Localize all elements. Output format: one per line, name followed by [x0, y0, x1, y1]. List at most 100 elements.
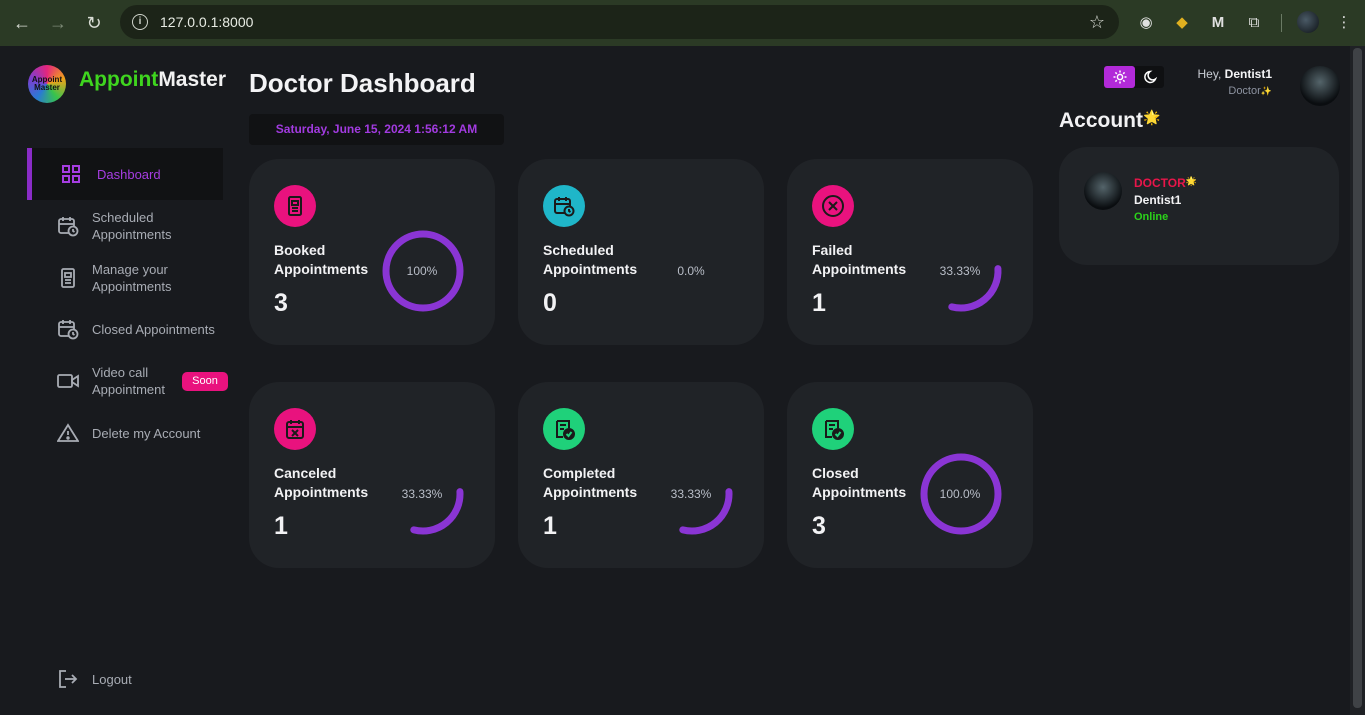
site-info-icon[interactable]: i: [132, 14, 148, 30]
sidebar-item-dashboard[interactable]: Dashboard: [27, 148, 223, 200]
header-role-text: Doctor: [1228, 85, 1261, 97]
logout-label: Logout: [92, 671, 132, 687]
calendar-clock-icon: [56, 214, 80, 238]
stat-card-canceled: Canceled Appointments 1 33.33%: [249, 382, 495, 568]
header-username: Dentist1: [1224, 67, 1272, 81]
progress-arc: [410, 488, 464, 535]
logout-icon: [56, 667, 80, 691]
malwarebytes-icon[interactable]: M: [1211, 13, 1225, 31]
account-title: Account🌟: [1059, 109, 1160, 133]
brand-part2: Master: [158, 68, 227, 91]
card-value: 0: [543, 289, 557, 317]
sidebar-item-scheduled[interactable]: Scheduled Appointments: [27, 209, 223, 243]
stat-card-completed: Completed Appointments 1 33.33%: [518, 382, 764, 568]
current-datetime: Saturday, June 15, 2024 1:56:12 AM: [249, 114, 504, 145]
card-value: 1: [812, 289, 826, 317]
card-label: Completed Appointments: [543, 465, 638, 500]
browser-toolbar: ← → ↻ i 127.0.0.1:8000 ☆ ◉ ◆ M ⧉ ⋮: [0, 0, 1365, 46]
extensions-puzzle-icon[interactable]: ⧉: [1248, 13, 1260, 31]
forward-icon[interactable]: →: [49, 12, 67, 33]
divider: [1281, 14, 1282, 32]
back-icon[interactable]: ←: [13, 12, 31, 33]
account-name: Dentist1: [1134, 193, 1182, 207]
card-percent: 33.33%: [670, 487, 712, 501]
url-text[interactable]: 127.0.0.1:8000: [160, 14, 254, 30]
sidebar-item-delete-account[interactable]: Delete my Account: [27, 421, 223, 445]
brand-part1: Appoint: [79, 68, 159, 91]
progress-arc: [679, 488, 733, 535]
logout-button[interactable]: Logout: [56, 667, 132, 691]
sidebar-item-label: Video call Appointment: [92, 365, 165, 397]
header-role: Doctor✨: [1150, 85, 1272, 97]
account-card: DOCTOR🌟 Dentist1 Online: [1059, 147, 1339, 265]
card-value: 1: [274, 512, 288, 540]
sidebar-item-label: Delete my Account: [92, 425, 201, 441]
progress-ring: [920, 453, 1002, 535]
card-label: Failed Appointments: [812, 242, 907, 277]
avatar: [1084, 172, 1122, 210]
scrollbar-thumb[interactable]: [1353, 48, 1362, 708]
profile-avatar[interactable]: [1297, 11, 1319, 33]
card-label: Closed Appointments: [812, 465, 907, 500]
document-check-icon: [812, 408, 854, 450]
app-root: Appoint Master AppointMaster Dashboard S…: [0, 46, 1350, 715]
account-role-text: DOCTOR: [1134, 176, 1186, 190]
card-label: Scheduled Appointments: [543, 242, 638, 277]
extension-icon[interactable]: ◉: [1139, 14, 1153, 31]
stat-card-scheduled: Scheduled Appointments 0 0.0%: [518, 159, 764, 345]
progress-ring: [948, 265, 1002, 312]
progress-ring: [679, 488, 733, 535]
card-percent: 33.33%: [939, 264, 981, 278]
sidebar-item-manage[interactable]: Manage your Appointments: [27, 261, 223, 295]
calendar-clock-icon: [56, 317, 80, 341]
brand-name[interactable]: AppointMaster: [79, 68, 226, 92]
warning-icon: [56, 421, 80, 445]
progress-ring: [382, 230, 464, 312]
greeting-text: Hey,: [1197, 67, 1222, 81]
stat-card-closed: Closed Appointments 3 100.0%: [787, 382, 1033, 568]
address-bar[interactable]: i 127.0.0.1:8000 ☆: [120, 5, 1119, 39]
status-badge: Online: [1134, 211, 1169, 223]
sidebar-item-closed[interactable]: Closed Appointments: [27, 317, 223, 341]
page-title: Doctor Dashboard: [249, 68, 476, 98]
stat-card-booked: Booked Appointments 3 100%: [249, 159, 495, 345]
menu-kebab-icon[interactable]: ⋮: [1336, 14, 1352, 31]
sidebar-item-label: Scheduled Appointments: [92, 210, 172, 242]
card-label: Canceled Appointments: [274, 465, 369, 500]
account-role: DOCTOR🌟: [1134, 176, 1197, 190]
scrollbar[interactable]: [1350, 46, 1365, 715]
progress-arc: [948, 265, 1002, 312]
reload-icon[interactable]: ↻: [86, 12, 102, 33]
sun-emoji-icon: 🌟: [1143, 109, 1161, 125]
progress-ring: [410, 488, 464, 535]
card-percent: 100.0%: [939, 487, 981, 501]
theme-toggle[interactable]: [1104, 66, 1164, 88]
close-circle-icon: [812, 185, 854, 227]
card-percent: 0.0%: [677, 264, 705, 278]
card-percent: 33.33%: [401, 487, 443, 501]
card-percent: 100%: [406, 264, 438, 278]
document-icon: [274, 185, 316, 227]
sun-icon[interactable]: [1104, 66, 1135, 88]
sidebar-item-video[interactable]: Video call Appointment: [27, 364, 223, 398]
moon-icon[interactable]: [1138, 66, 1164, 88]
sidebar-item-label: Manage your Appointments: [92, 262, 172, 294]
account-title-text: Account: [1059, 109, 1143, 132]
grid-icon: [59, 162, 83, 186]
extension-icon[interactable]: ◆: [1176, 14, 1188, 31]
progress-arc: [382, 230, 464, 312]
calendar-clock-icon: [543, 185, 585, 227]
progress-arc: [920, 453, 1002, 535]
bookmark-star-icon[interactable]: ☆: [1088, 12, 1105, 32]
soon-badge: Soon: [182, 372, 228, 391]
logo-text: Appoint Master: [31, 75, 63, 92]
logo[interactable]: Appoint Master: [28, 65, 66, 103]
card-value: 3: [812, 512, 826, 540]
card-label: Booked Appointments: [274, 242, 369, 277]
stat-card-failed: Failed Appointments 1 33.33%: [787, 159, 1033, 345]
calendar-x-icon: [274, 408, 316, 450]
sidebar-item-label: Closed Appointments: [92, 321, 215, 337]
avatar[interactable]: [1300, 66, 1340, 106]
greeting: Hey, Dentist1: [1150, 67, 1272, 81]
document-icon: [56, 266, 80, 290]
